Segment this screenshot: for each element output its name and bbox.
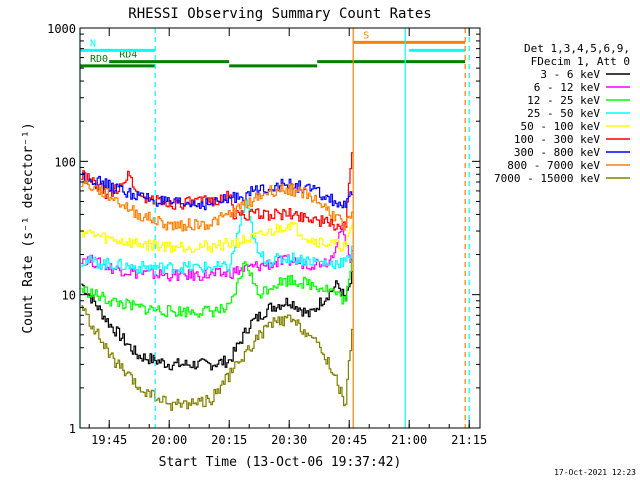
chart-title: RHESSI Observing Summary Count Rates: [128, 6, 431, 22]
legend-label-7000-15000-kev: 7000 - 15000 keV: [494, 172, 600, 185]
x-axis-label: Start Time (13-Oct-06 19:37:42): [159, 455, 402, 470]
series-line-25-50-kev: [81, 199, 354, 274]
x-tick-label: 19:45: [91, 433, 127, 447]
x-tick-label: 20:30: [271, 433, 307, 447]
series-line-7000-15000-kev: [81, 305, 354, 411]
legend-label-300-800-kev: 300 - 800 keV: [514, 146, 600, 159]
series-line-100-300-kev: [81, 152, 354, 231]
series-line-12-25-kev: [81, 259, 354, 318]
plot-area: RD0 RD4 N S: [79, 28, 470, 428]
series-line-50-100-kev: [81, 221, 354, 253]
annotation-label-s: S: [363, 30, 369, 41]
legend-label-3-6-kev: 3 - 6 keV: [540, 68, 600, 81]
legend-label-25-50-kev: 25 - 50 keV: [527, 107, 600, 120]
series-line-3-6-kev: [81, 270, 354, 371]
series-line-6-12-kev: [81, 224, 354, 282]
footer-date: 17-Oct-2021 12:23: [554, 468, 636, 477]
annotation-label-n: N: [90, 38, 96, 49]
legend-label-50-100-kev: 50 - 100 keV: [521, 120, 601, 133]
legend-label-6-12-kev: 6 - 12 keV: [534, 81, 601, 94]
legend-label-800-7000-kev: 800 - 7000 keV: [507, 159, 600, 172]
plot-frame: [79, 27, 481, 429]
legend-header: FDecim 1, Att 0: [531, 55, 630, 68]
x-tick-label: 21:15: [451, 433, 487, 447]
y-axis-label: Count Rate (s⁻¹ detector⁻¹): [21, 122, 36, 333]
legend: Det 1,3,4,5,6,9,FDecim 1, Att 03 - 6 keV…: [494, 42, 630, 185]
x-tick-label: 20:00: [151, 433, 187, 447]
annotation-label-rd4: RD4: [119, 50, 137, 61]
series-line-800-7000-kev: [81, 180, 354, 232]
annotation-label-rd0: RD0: [90, 54, 108, 65]
x-tick-label: 21:00: [391, 433, 427, 447]
y-tick-label: 1000: [47, 22, 76, 36]
legend-label-100-300-kev: 100 - 300 keV: [514, 133, 600, 146]
y-tick-label: 10: [62, 289, 76, 303]
x-tick-label: 20:15: [211, 433, 247, 447]
axes: 19:45 20:00 20:15 20:30 20:45 21:00 21:15 1 10 10…: [47, 22, 487, 447]
legend-label-12-25-kev: 12 - 25 keV: [527, 94, 600, 107]
series-line-300-800-kev: [81, 172, 354, 211]
y-tick-label: 1: [69, 422, 76, 436]
y-tick-label: 100: [54, 155, 76, 169]
legend-header: Det 1,3,4,5,6,9,: [524, 42, 630, 55]
x-tick-label: 20:45: [331, 433, 367, 447]
